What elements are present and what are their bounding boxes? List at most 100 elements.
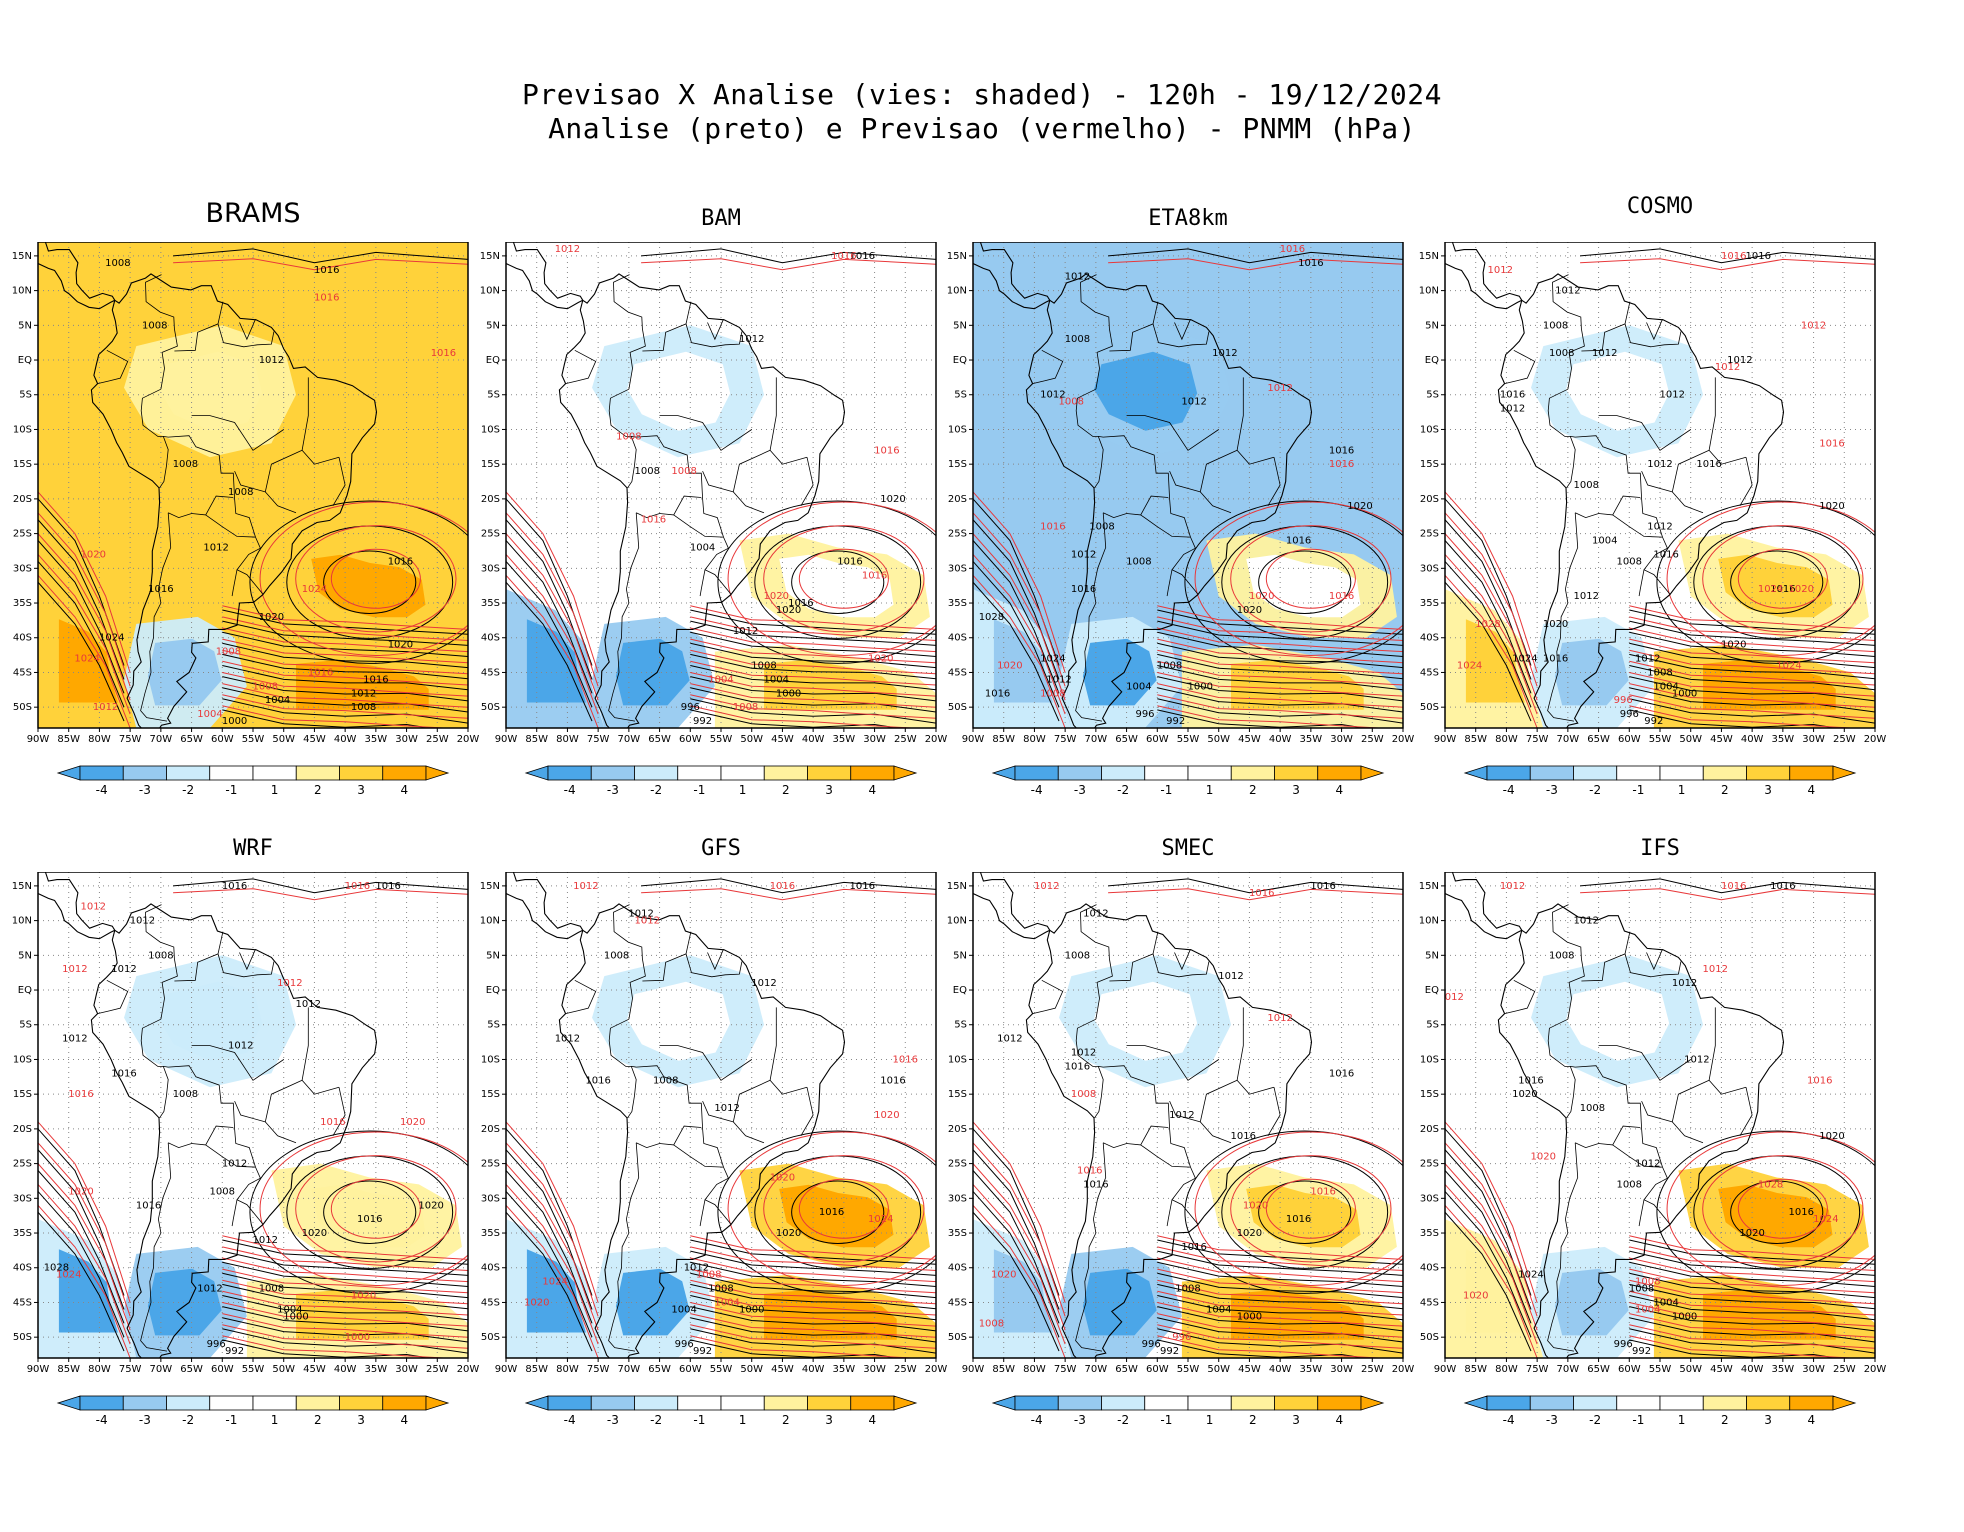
colorbar-label: 2 bbox=[782, 783, 790, 797]
coastlines bbox=[973, 872, 1313, 1358]
colorbar-label: -4 bbox=[564, 783, 576, 797]
colorbar-label: 2 bbox=[314, 783, 322, 797]
colorbar-label: -1 bbox=[225, 1413, 237, 1427]
panel-title: BAM bbox=[701, 206, 741, 231]
lon-tick-label: 60W bbox=[679, 734, 702, 745]
analysis-contour-label: 1020 bbox=[880, 494, 905, 505]
lat-tick-label: 35S bbox=[481, 1228, 500, 1239]
analysis-contour-label: 1016 bbox=[222, 881, 247, 892]
lat-tick-label: 25S bbox=[1420, 1159, 1439, 1170]
lon-tick-label: 20W bbox=[457, 1364, 480, 1375]
page: { "title": { "line1": "Previsao X Analis… bbox=[11, 78, 1887, 1427]
analysis-contour-label: 996 bbox=[207, 1339, 226, 1350]
lat-tick-label: 10N bbox=[947, 916, 967, 927]
lat-tick-label: 5N bbox=[18, 950, 32, 961]
analysis-contour-label: 1008 bbox=[1543, 320, 1568, 331]
colorbar-label: -3 bbox=[1074, 1413, 1086, 1427]
analysis-contour-label: 1012 bbox=[628, 909, 653, 920]
lon-tick-label: 60W bbox=[1146, 734, 1169, 745]
panel-bam: BAM 1016 1012 1008 1004 1016 1020 1016 1020 1012 1… bbox=[468, 182, 958, 902]
analysis-contour-label: 1008 bbox=[1629, 1284, 1654, 1295]
lon-tick-label: 80W bbox=[556, 734, 579, 745]
lon-tick-label: 80W bbox=[1023, 734, 1046, 745]
analysis-contour-label: 1012 bbox=[739, 334, 764, 345]
colorbar-label: -2 bbox=[182, 783, 194, 797]
panel-title: GFS bbox=[701, 836, 741, 861]
forecast-contour-label: 1016 bbox=[1249, 888, 1274, 899]
lon-tick-label: 55W bbox=[242, 734, 265, 745]
analysis-contour-label: 1016 bbox=[1770, 584, 1795, 595]
analysis-contour-label: 1008 bbox=[1065, 334, 1090, 345]
lat-tick-label: 35S bbox=[948, 598, 967, 609]
lat-tick-label: 15N bbox=[12, 251, 32, 262]
analysis-contour-label: 1000 bbox=[222, 716, 247, 727]
forecast-contour-label: 1012 bbox=[555, 244, 580, 255]
lat-tick-label: 50S bbox=[481, 1332, 500, 1343]
analysis-contour-label: 1008 bbox=[142, 320, 167, 331]
analysis-contour-label: 1008 bbox=[1089, 522, 1114, 533]
analysis-contour-label: 1020 bbox=[1237, 1228, 1262, 1239]
forecast-contour-label: 1020 bbox=[68, 1186, 93, 1197]
lat-tick-label: 10N bbox=[480, 916, 500, 927]
forecast-contour-label: 1012 bbox=[1267, 1013, 1292, 1024]
forecast-isobars bbox=[38, 258, 468, 728]
lat-tick-label: 15S bbox=[948, 459, 967, 470]
colorbar-label: -2 bbox=[1589, 783, 1601, 797]
lon-tick-label: 25W bbox=[426, 734, 449, 745]
analysis-contour-label: 1020 bbox=[1237, 605, 1262, 616]
lat-tick-label: 45S bbox=[13, 1297, 32, 1308]
lon-tick-label: 60W bbox=[1618, 734, 1641, 745]
map-svg: 1016101210081012101210121016100810121008… bbox=[947, 242, 1414, 797]
lon-tick-label: 70W bbox=[1085, 1364, 1108, 1375]
analysis-contour-label: 1008 bbox=[1549, 950, 1574, 961]
lon-tick-label: 55W bbox=[1177, 734, 1200, 745]
lat-tick-label: 5S bbox=[1426, 390, 1439, 401]
lat-tick-label: 15N bbox=[480, 251, 500, 262]
analysis-contour-label: 1004 bbox=[277, 1304, 302, 1315]
lat-tick-label: 50S bbox=[1420, 1332, 1439, 1343]
lon-tick-label: 40W bbox=[1269, 734, 1292, 745]
analysis-contour-label: 1016 bbox=[388, 556, 413, 567]
forecast-contour-label: 1012 bbox=[1703, 964, 1728, 975]
lon-tick-label: 85W bbox=[992, 1364, 1015, 1375]
lon-tick-label: 65W bbox=[180, 1364, 203, 1375]
analysis-contour-label: 1012 bbox=[228, 1041, 253, 1052]
bias-core-south-atlantic-high bbox=[1246, 554, 1361, 618]
lat-tick-label: 10S bbox=[948, 424, 967, 435]
analysis-contour-label: 1004 bbox=[1592, 536, 1617, 547]
colorbar-label: 4 bbox=[869, 1413, 877, 1427]
lon-tick-label: 55W bbox=[1649, 734, 1672, 745]
forecast-contour-label: 1016 bbox=[862, 570, 887, 581]
map-area: 1016 1012 1008 1012 1012 1016 1020 1008 1012 1008… bbox=[1445, 872, 1875, 1358]
analysis-contour-label: 996 bbox=[1142, 1339, 1161, 1350]
forecast-contour-label: 1024 bbox=[302, 584, 327, 595]
colorbar-label: -4 bbox=[1503, 1413, 1515, 1427]
analysis-contour-label: 1008 bbox=[1574, 480, 1599, 491]
colorbar-label: -4 bbox=[1031, 783, 1043, 797]
analysis-contour-label: 1016 bbox=[1181, 1242, 1206, 1253]
lat-tick-label: 40S bbox=[481, 1263, 500, 1274]
analysis-contour-label: 1016 bbox=[363, 674, 388, 685]
lat-tick-label: 40S bbox=[1420, 1263, 1439, 1274]
analysis-contour-label: 1000 bbox=[1672, 1311, 1697, 1322]
lon-tick-label: 80W bbox=[88, 734, 111, 745]
analysis-contour-label: 996 bbox=[681, 702, 700, 713]
coastlines bbox=[973, 242, 1313, 728]
lon-tick-label: 45W bbox=[1710, 734, 1733, 745]
colorbar-label: -3 bbox=[1546, 1413, 1558, 1427]
lat-tick-label: EQ bbox=[1425, 355, 1439, 366]
analysis-contour-label: 1016 bbox=[375, 881, 400, 892]
map-svg: 1016 1016 1012 1008 1012 1012 1012 1012 1016 1008… bbox=[12, 872, 480, 1427]
colorbar-label: 1 bbox=[271, 1413, 279, 1427]
colorbar bbox=[56, 1395, 450, 1411]
analysis-contour-label: 1016 bbox=[850, 251, 875, 262]
forecast-isobars bbox=[973, 888, 1403, 1358]
lon-tick-label: 60W bbox=[211, 734, 234, 745]
analysis-contour-label: 1016 bbox=[1770, 881, 1795, 892]
colorbar-label: -3 bbox=[607, 1413, 619, 1427]
colorbar-label: -1 bbox=[1160, 783, 1172, 797]
panel-title: COSMO bbox=[1626, 194, 1694, 219]
main-title-line2: Analise (preto) e Previsao (vermelho) - … bbox=[548, 112, 1416, 145]
lat-tick-label: 15S bbox=[1420, 459, 1439, 470]
